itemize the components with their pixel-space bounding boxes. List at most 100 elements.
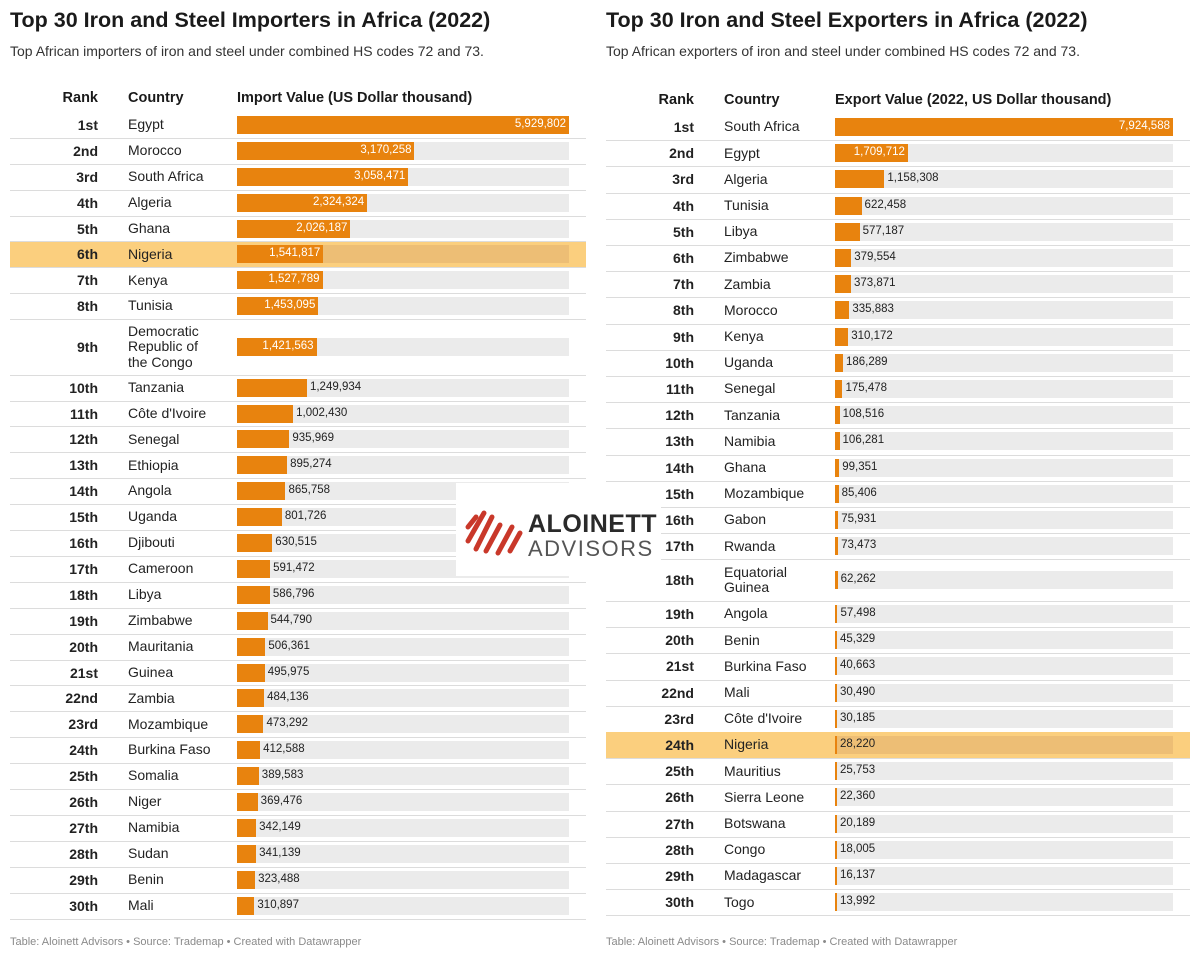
table-row: 23rd Côte d'Ivoire 30,185 (606, 706, 1190, 733)
country-cell: Somalia (128, 767, 179, 784)
bar-track: 577,187 (835, 222, 1173, 241)
rank-cell: 25th (69, 768, 98, 785)
bar-track: 30,185 (835, 709, 1173, 728)
country-cell: Algeria (724, 170, 768, 187)
table-row: 4th Tunisia 622,458 (606, 193, 1190, 220)
country-cell: Sudan (128, 845, 169, 862)
rank-cell: 19th (69, 612, 98, 629)
rank-cell: 26th (69, 794, 98, 811)
bar (835, 353, 843, 372)
rank-cell: 9th (77, 338, 98, 355)
bar (835, 196, 862, 215)
bar (835, 484, 839, 503)
country-cell: Gabon (724, 511, 767, 528)
bar-track: 310,172 (835, 327, 1173, 346)
country-cell: Mali (128, 896, 154, 913)
value-label: 495,975 (267, 665, 310, 678)
value-label: 30,185 (840, 711, 876, 724)
table-row: 11th Senegal 175,478 (606, 376, 1190, 404)
value-label: 484,136 (267, 691, 309, 704)
rank-cell: 5th (77, 220, 98, 237)
country-cell: Burkina Faso (724, 657, 807, 674)
bar-track: 341,139 (237, 844, 569, 863)
value-label: 2,026,187 (296, 221, 348, 234)
table-row: 13th Namibia 106,281 (606, 428, 1190, 456)
value-label: 5,929,802 (514, 117, 566, 130)
country-cell: Mali (724, 683, 750, 700)
rank-cell: 9th (673, 328, 694, 345)
country-cell: Congo (724, 841, 766, 858)
bar-track: 85,406 (835, 484, 1173, 503)
value-label: 1,541,817 (269, 247, 321, 260)
bar (835, 683, 837, 702)
rank-cell: 13th (69, 457, 98, 474)
rank-cell: 14th (69, 483, 98, 500)
value-label: 865,758 (288, 484, 331, 497)
country-cell: Mozambique (128, 715, 209, 732)
bar-track: 1,421,563 (237, 337, 569, 356)
rank-cell: 1st (673, 119, 694, 136)
bar-track: 2,026,187 (237, 219, 569, 238)
country-cell: Kenya (128, 271, 168, 288)
bar-track: 175,478 (835, 380, 1173, 399)
table-row: 3rd South Africa 3,058,471 (10, 164, 586, 191)
bar (835, 458, 840, 477)
country-cell: Rwanda (724, 537, 776, 554)
value-label: 57,498 (840, 607, 876, 620)
table-row: 6th Zimbabwe 379,554 (606, 245, 1190, 273)
bar (237, 508, 282, 527)
value-label: 379,554 (854, 251, 896, 264)
bar-track: 2,324,324 (237, 193, 569, 212)
value-label: 30,490 (840, 685, 876, 698)
bar-track: 1,541,817 (237, 245, 569, 264)
table-row: 7th Kenya 1,527,789 (10, 267, 586, 295)
table-row: 22nd Zambia 484,136 (10, 686, 586, 713)
value-label: 310,172 (851, 329, 893, 342)
rank-cell: 23rd (664, 710, 694, 727)
value-label: 801,726 (284, 510, 327, 523)
bar-track: 473,292 (237, 715, 569, 734)
table-row: 2nd Morocco 3,170,258 (10, 138, 586, 165)
bar (237, 378, 307, 397)
value-label: 935,969 (292, 432, 334, 445)
value-label: 630,515 (275, 536, 317, 549)
bar (237, 219, 351, 238)
country-cell: Mozambique (724, 485, 805, 502)
value-label: 1,709,712 (853, 146, 905, 159)
rank-cell: 30th (69, 897, 98, 914)
value-label: 586,796 (272, 587, 315, 600)
rank-header: Rank (62, 90, 98, 106)
bar (835, 840, 837, 859)
value-label: 335,883 (852, 303, 894, 316)
bar-track: 16,137 (835, 867, 1173, 886)
bar (237, 689, 265, 708)
table-row: 5th Ghana 2,026,187 (10, 216, 586, 243)
country-cell: Nigeria (128, 245, 173, 262)
bar-track: 506,361 (237, 637, 569, 656)
rank-cell: 4th (77, 194, 98, 211)
bar-track: 73,473 (835, 537, 1173, 556)
bar-track: 369,476 (237, 793, 569, 812)
bar (835, 605, 838, 624)
country-cell: Madagascar (724, 867, 802, 884)
bar-track: 373,871 (835, 275, 1173, 294)
bar (237, 715, 264, 734)
bar (237, 559, 271, 578)
value-label: 1,002,430 (296, 406, 348, 419)
bar-track: 108,516 (835, 406, 1173, 425)
bar (237, 115, 569, 134)
value-label: 45,329 (840, 633, 876, 646)
bar-track: 186,289 (835, 353, 1173, 372)
logo-text-secondary: ADVISORS (528, 536, 654, 561)
rank-cell: 8th (77, 298, 98, 315)
table-row: 5th Libya 577,187 (606, 219, 1190, 246)
rank-cell: 10th (69, 379, 98, 396)
table-row: 25th Somalia 389,583 (10, 763, 586, 791)
table-row: 21st Burkina Faso 40,663 (606, 653, 1190, 681)
country-cell: Togo (724, 893, 755, 910)
table-row: 29th Madagascar 16,137 (606, 863, 1190, 891)
table-row: 19th Zimbabwe 544,790 (10, 608, 586, 635)
bar (835, 814, 837, 833)
rank-cell: 7th (673, 276, 694, 293)
rank-cell: 18th (665, 572, 694, 589)
